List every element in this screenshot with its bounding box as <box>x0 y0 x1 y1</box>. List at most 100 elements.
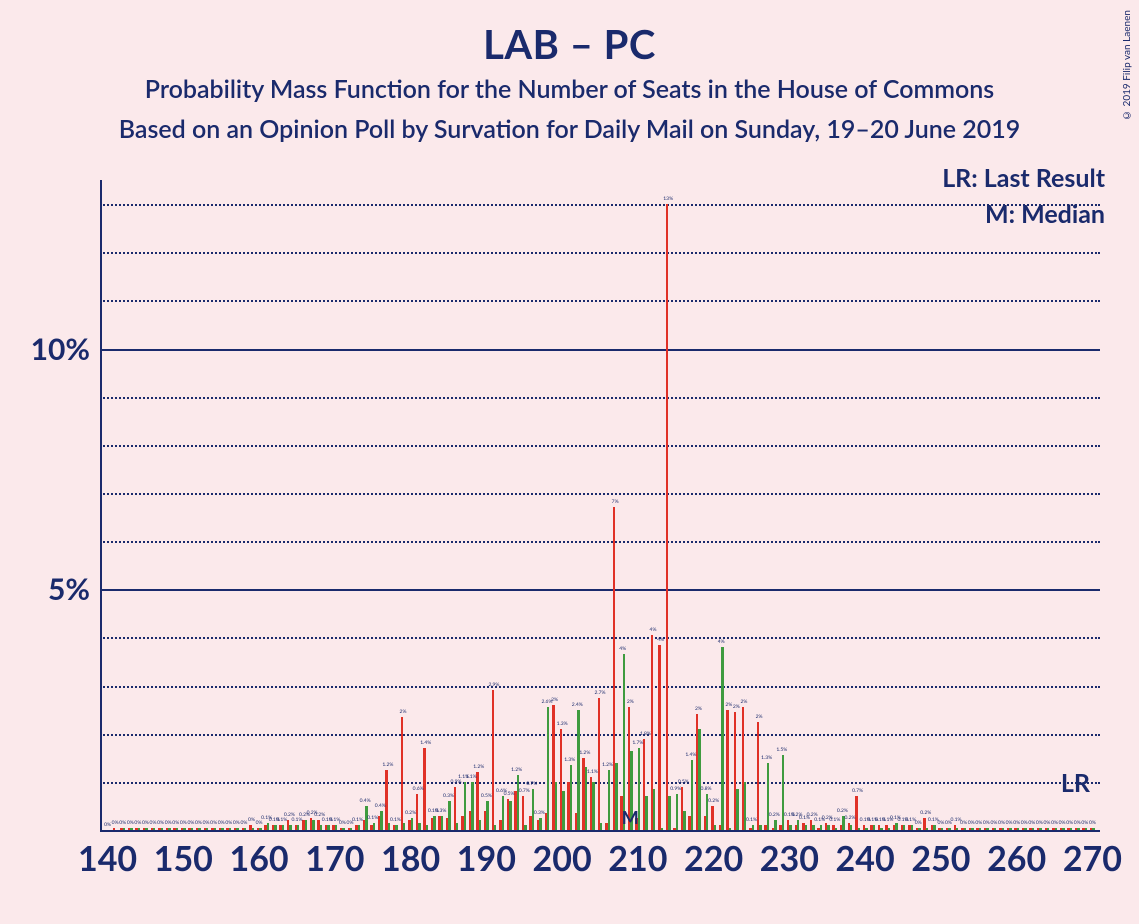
bar-value-label: 0.4% <box>360 798 371 804</box>
bar-value-label: 2% <box>725 702 732 708</box>
bar-value-label: 0% <box>225 820 232 826</box>
bar-value-label: 0% <box>1006 820 1013 826</box>
bar-green <box>517 775 519 830</box>
bar-value-label: 0% <box>187 820 194 826</box>
bar-green <box>1047 828 1049 830</box>
bar-value-label: 2% <box>627 699 634 705</box>
bar-green <box>471 782 473 830</box>
bar-value-label: 4% <box>619 646 626 652</box>
bar-value-label: 0% <box>112 820 119 826</box>
bar-value-label: 0.3% <box>435 808 446 814</box>
y-tick-label: 10% <box>31 331 90 367</box>
bar-value-label: 0% <box>998 820 1005 826</box>
bar-green <box>850 825 852 830</box>
bar-green <box>297 825 299 830</box>
grid-major <box>100 349 1100 351</box>
bar-green <box>289 825 291 830</box>
chart-title: LAB – PC <box>0 20 1139 68</box>
bar-green <box>1032 828 1034 830</box>
bar-value-label: 0% <box>150 820 157 826</box>
bar-value-label: 1.3% <box>564 757 575 763</box>
bar-green <box>668 796 670 830</box>
bar-value-label: 0.1% <box>352 817 363 823</box>
grid-minor <box>100 300 1100 302</box>
bar-value-label: 0% <box>157 820 164 826</box>
bar-value-label: 2% <box>695 706 702 712</box>
bar-green <box>873 825 875 830</box>
bar-green <box>494 825 496 830</box>
x-tick-label: 140 <box>78 838 137 879</box>
bar-green <box>948 828 950 830</box>
bar-value-label: 0.4% <box>375 803 386 809</box>
bar-value-label: 1.1% <box>466 774 477 780</box>
bar-value-label: 0% <box>990 820 997 826</box>
bar-green <box>403 823 405 830</box>
bar-green <box>486 801 488 830</box>
bar-green <box>1017 828 1019 830</box>
bar-green <box>130 828 132 830</box>
bar-value-label: 0.3% <box>443 793 454 799</box>
grid-minor <box>100 686 1100 688</box>
bar-green <box>971 828 973 830</box>
bar-green <box>676 794 678 830</box>
bar-green <box>623 654 625 830</box>
copyright: © 2019 Filip van Laenen <box>1121 10 1133 121</box>
bar-green <box>782 755 784 830</box>
bar-green <box>1070 828 1072 830</box>
bar-value-label: 0.1% <box>746 817 757 823</box>
bar-green <box>979 828 981 830</box>
x-tick-label: 230 <box>760 838 819 879</box>
bar-green <box>895 823 897 830</box>
bar-value-label: 0% <box>180 820 187 826</box>
bar-green <box>464 782 466 830</box>
bar-green <box>918 828 920 830</box>
bar-green <box>252 828 254 830</box>
bar-value-label: 0% <box>1044 820 1051 826</box>
bar-value-label: 0% <box>1013 820 1020 826</box>
bar-value-label: 0% <box>165 820 172 826</box>
grid-minor <box>100 782 1100 784</box>
grid-minor <box>100 541 1100 543</box>
bar-green <box>608 770 610 830</box>
bar-red <box>658 645 660 830</box>
bar-value-label: 2.7% <box>595 690 606 696</box>
bar-value-label: 0% <box>339 820 346 826</box>
bar-green <box>827 825 829 830</box>
bar-value-label: 0.2% <box>920 810 931 816</box>
bar-red <box>401 717 403 830</box>
x-axis <box>100 830 1100 832</box>
bar-green <box>1077 828 1079 830</box>
x-tick-label: 260 <box>987 838 1046 879</box>
bar-red <box>423 748 425 830</box>
bar-green <box>153 828 155 830</box>
bar-green <box>342 828 344 830</box>
lr-marker: LR <box>1061 768 1090 798</box>
bar-value-label: 0.2% <box>405 810 416 816</box>
bar-green <box>774 820 776 830</box>
bar-value-label: 0.5% <box>504 791 515 797</box>
bar-green <box>1002 828 1004 830</box>
bar-green <box>411 818 413 830</box>
bar-value-label: 1.2% <box>602 762 613 768</box>
bar-green <box>752 825 754 830</box>
bar-value-label: 0% <box>937 820 944 826</box>
bar-green <box>524 825 526 830</box>
bar-value-label: 0% <box>983 820 990 826</box>
bar-value-label: 2% <box>400 709 407 715</box>
bar-green <box>267 823 269 830</box>
bar-value-label: 4% <box>650 627 657 633</box>
bar-value-label: 0% <box>195 820 202 826</box>
bar-green <box>812 825 814 830</box>
bar-green <box>570 765 572 830</box>
bar-green <box>888 828 890 830</box>
bar-value-label: 1.7% <box>632 740 643 746</box>
bar-green <box>282 825 284 830</box>
bar-green <box>305 820 307 830</box>
bar-red <box>113 828 115 830</box>
bar-green <box>335 825 337 830</box>
bar-value-label: 4% <box>718 639 725 645</box>
bar-value-label: 0% <box>1081 820 1088 826</box>
bar-value-label: 0.1% <box>829 817 840 823</box>
bar-value-label: 0% <box>134 820 141 826</box>
bar-green <box>555 782 557 830</box>
